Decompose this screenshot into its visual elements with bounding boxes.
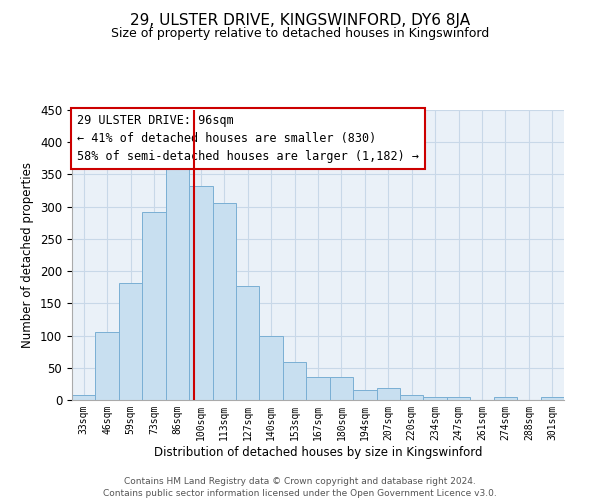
- Bar: [119, 284, 142, 400]
- Text: Size of property relative to detached houses in Kingswinford: Size of property relative to detached ho…: [111, 28, 489, 40]
- Bar: [306, 377, 330, 400]
- Bar: [95, 332, 119, 400]
- Bar: [283, 362, 306, 400]
- Y-axis label: Number of detached properties: Number of detached properties: [22, 162, 34, 348]
- Bar: [189, 186, 212, 400]
- Text: 29, ULSTER DRIVE, KINGSWINFORD, DY6 8JA: 29, ULSTER DRIVE, KINGSWINFORD, DY6 8JA: [130, 12, 470, 28]
- Bar: [330, 377, 353, 400]
- Bar: [236, 286, 259, 400]
- Bar: [353, 390, 377, 400]
- Bar: [166, 164, 189, 400]
- Bar: [72, 395, 95, 400]
- Bar: [259, 336, 283, 400]
- Bar: [494, 397, 517, 400]
- Bar: [447, 397, 470, 400]
- Text: Contains public sector information licensed under the Open Government Licence v3: Contains public sector information licen…: [103, 489, 497, 498]
- Bar: [541, 398, 564, 400]
- Text: Distribution of detached houses by size in Kingswinford: Distribution of detached houses by size …: [154, 446, 482, 459]
- Text: 29 ULSTER DRIVE: 96sqm
← 41% of detached houses are smaller (830)
58% of semi-de: 29 ULSTER DRIVE: 96sqm ← 41% of detached…: [77, 114, 419, 164]
- Bar: [142, 212, 166, 400]
- Bar: [424, 397, 447, 400]
- Text: Contains HM Land Registry data © Crown copyright and database right 2024.: Contains HM Land Registry data © Crown c…: [124, 478, 476, 486]
- Bar: [400, 396, 424, 400]
- Bar: [377, 388, 400, 400]
- Bar: [212, 204, 236, 400]
